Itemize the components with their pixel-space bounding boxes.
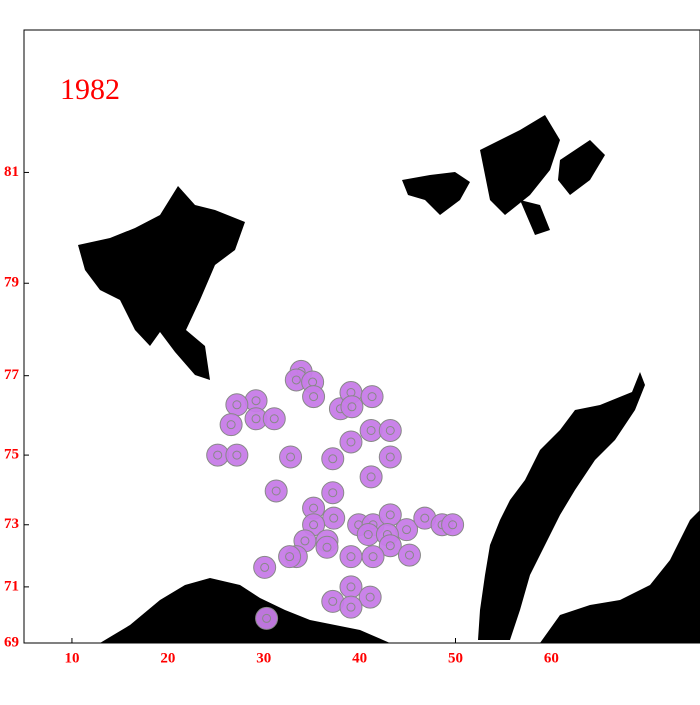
y-tick-label: 71	[4, 578, 19, 594]
station-core	[385, 425, 395, 435]
station	[360, 385, 384, 409]
station-core	[213, 450, 223, 460]
station	[378, 445, 402, 469]
station-core	[285, 552, 295, 562]
land	[78, 115, 700, 643]
x-tick-label: 30	[256, 650, 271, 666]
station-core	[260, 562, 270, 572]
y-tick-label: 75	[4, 447, 19, 463]
station	[315, 535, 339, 559]
x-tick-label: 60	[544, 650, 559, 666]
station	[397, 543, 421, 567]
station	[225, 443, 249, 467]
station-core	[346, 552, 356, 562]
station	[361, 545, 385, 569]
station	[339, 430, 363, 454]
station-core	[346, 602, 356, 612]
station	[225, 393, 249, 417]
station-core	[367, 392, 377, 402]
station-core	[346, 582, 356, 592]
station	[358, 585, 382, 609]
station-core	[448, 520, 458, 530]
station-core	[363, 530, 373, 540]
station-core	[420, 513, 430, 523]
novaya-zemlya	[478, 372, 645, 640]
station	[321, 447, 345, 471]
station-core	[251, 396, 261, 406]
station-core	[286, 452, 296, 462]
station	[219, 413, 243, 437]
y-tick-label: 81	[4, 164, 19, 180]
station-core	[226, 420, 236, 430]
station	[321, 481, 345, 505]
station-core	[368, 552, 378, 562]
station	[441, 513, 465, 537]
station-core	[262, 613, 272, 623]
station	[378, 534, 402, 558]
frame	[23, 29, 700, 644]
x-tick-label: 50	[448, 650, 463, 666]
y-tick-label: 77	[4, 367, 20, 383]
station-core	[309, 392, 319, 402]
x-tick-label: 40	[352, 650, 367, 666]
station-core	[269, 414, 279, 424]
station	[253, 555, 277, 579]
mainland-east	[540, 510, 700, 643]
station-core	[300, 536, 310, 546]
year-label: 1982	[60, 73, 120, 106]
y-tick-label: 69	[4, 634, 19, 650]
station-core	[347, 402, 357, 412]
station	[322, 506, 346, 530]
station-core	[346, 437, 356, 447]
station	[264, 479, 288, 503]
station	[262, 407, 286, 431]
mainland-west	[100, 578, 390, 643]
station	[340, 395, 364, 419]
y-tick-label: 79	[4, 275, 19, 291]
station-core	[271, 486, 281, 496]
station	[278, 545, 302, 569]
station-core	[385, 541, 395, 551]
y-tick-label: 73	[4, 516, 19, 532]
station	[339, 595, 363, 619]
station-core	[232, 400, 242, 410]
franz-josef-land	[402, 115, 605, 235]
station	[339, 545, 363, 569]
station	[378, 418, 402, 442]
station-core	[329, 513, 339, 523]
x-tick-label: 20	[160, 650, 175, 666]
station	[255, 606, 279, 630]
station	[302, 385, 326, 409]
station-core	[322, 542, 332, 552]
station-core	[366, 472, 376, 482]
svalbard	[78, 186, 245, 380]
station-core	[328, 596, 338, 606]
station-core	[366, 425, 376, 435]
station-core	[309, 520, 319, 530]
station-core	[291, 375, 301, 385]
station-core	[309, 503, 319, 513]
station-core	[251, 414, 261, 424]
station	[279, 445, 303, 469]
station-core	[328, 454, 338, 464]
station-core	[232, 450, 242, 460]
station	[339, 575, 363, 599]
station-core	[385, 452, 395, 462]
station-core	[404, 550, 414, 560]
station-core	[365, 592, 375, 602]
station	[359, 465, 383, 489]
x-tick-label: 10	[64, 650, 79, 666]
station-core	[385, 510, 395, 520]
station-core	[402, 525, 412, 535]
station-core	[328, 488, 338, 498]
